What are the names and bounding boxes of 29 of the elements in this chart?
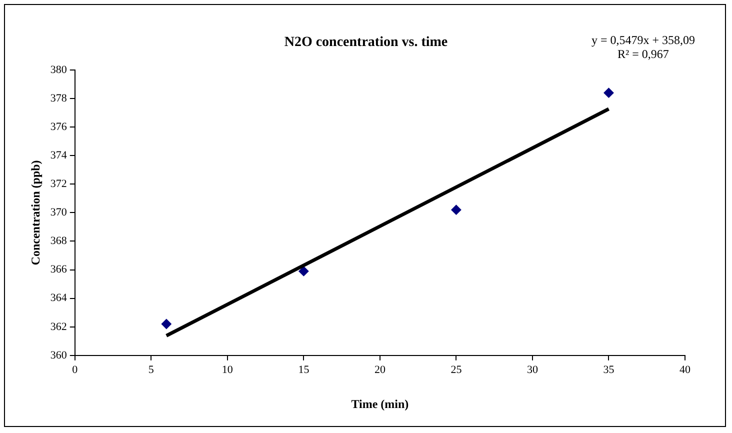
x-tick-label: 35 xyxy=(603,364,615,376)
x-tick-label: 25 xyxy=(450,364,462,376)
y-tick-label: 366 xyxy=(50,264,68,276)
y-tick-label: 372 xyxy=(50,178,67,190)
text: y = 0,5479x + 358,09 xyxy=(591,33,695,47)
point xyxy=(451,204,462,215)
x-tick-label: 10 xyxy=(222,364,234,376)
text: R² = 0,967 xyxy=(616,47,670,61)
y-tick-label: 380 xyxy=(50,64,68,76)
y-tick-label: 360 xyxy=(50,349,68,362)
y-tick-label: 376 xyxy=(50,120,68,133)
x-tick-label: 5 xyxy=(148,364,154,376)
point xyxy=(604,88,614,98)
y-tick-label: 368 xyxy=(50,235,68,248)
y-axis-title: Concentration (ppb) xyxy=(28,160,42,266)
x-tick-label: 20 xyxy=(374,364,386,376)
y-tick-label: 362 xyxy=(50,320,67,333)
x-axis-title: Time (min) xyxy=(351,396,409,411)
point xyxy=(298,266,309,276)
y-tick-label: 378 xyxy=(50,92,68,104)
chart-title: N2O concentration vs. time xyxy=(284,35,448,50)
x-tick-label: 40 xyxy=(680,364,691,376)
point xyxy=(161,319,172,330)
x-tick-label: 0 xyxy=(72,364,78,376)
x-tick-label: 30 xyxy=(526,364,538,376)
y-tick-label: 370 xyxy=(50,206,68,219)
y-tick-label: 374 xyxy=(50,150,68,162)
x-tick-label: 15 xyxy=(298,364,310,376)
y-tick-label: 364 xyxy=(50,292,68,304)
